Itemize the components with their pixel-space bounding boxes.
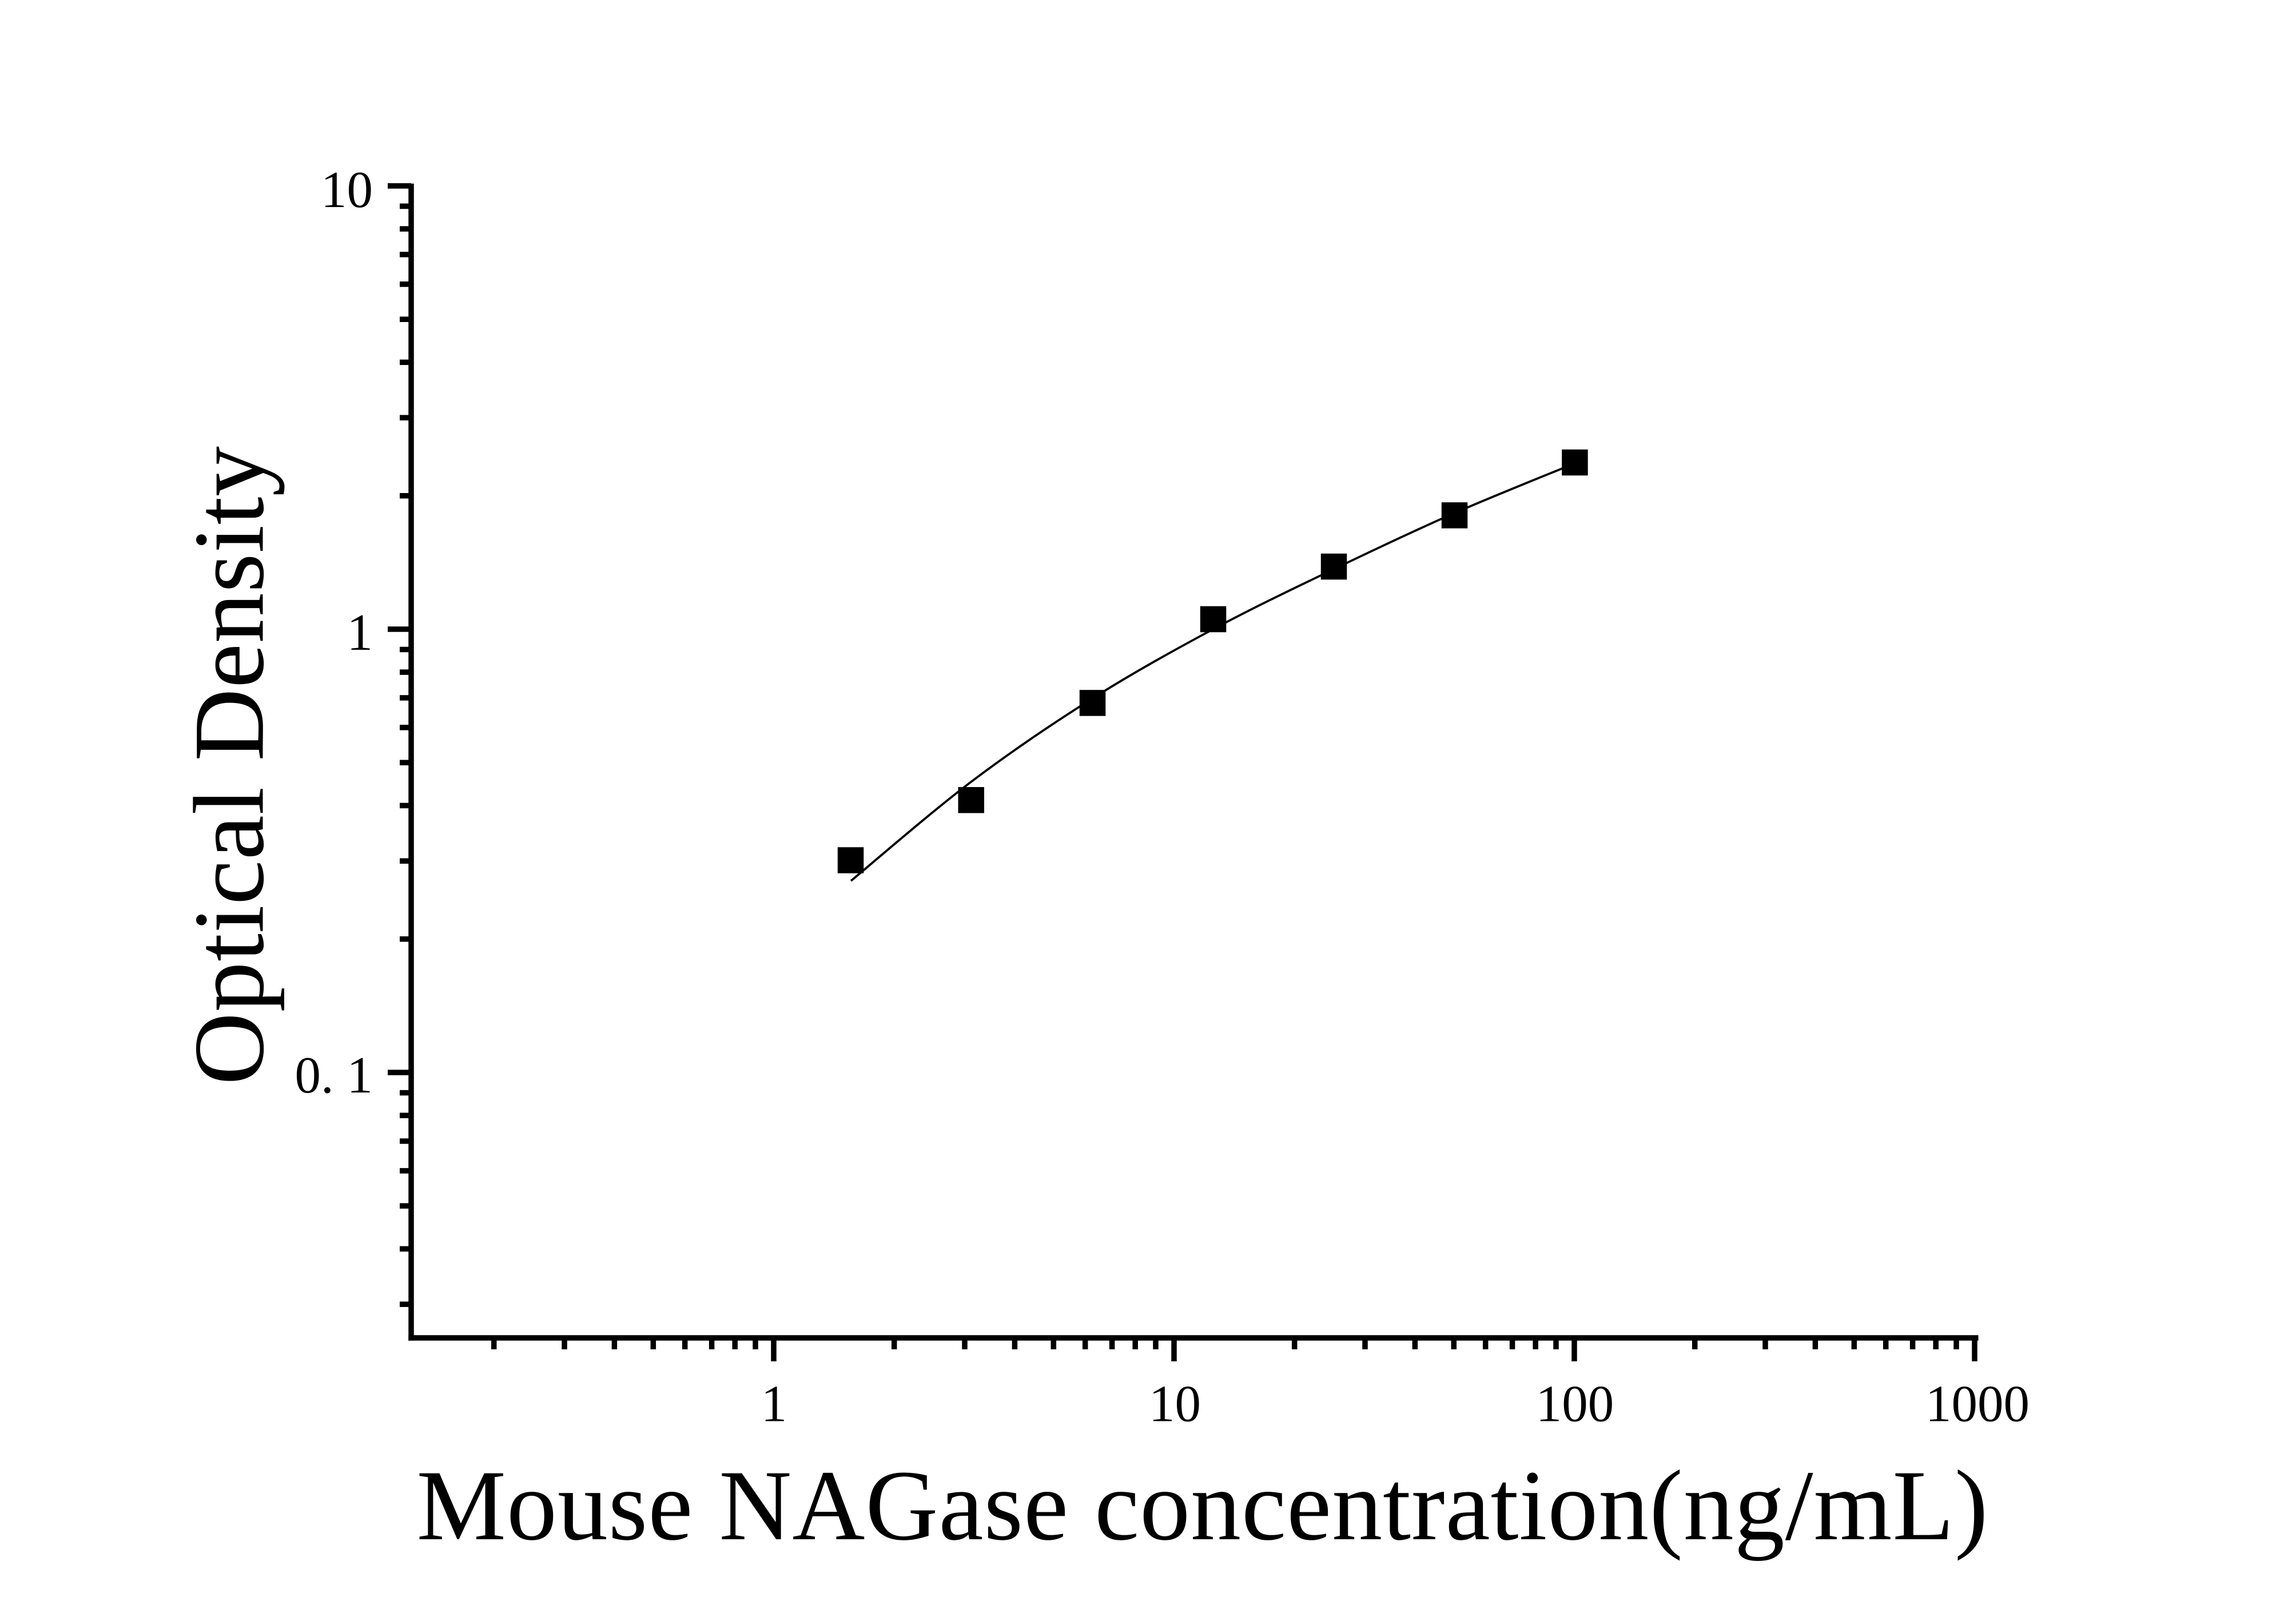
svg-text:1: 1 (347, 603, 373, 661)
svg-text:0. 1: 0. 1 (295, 1046, 373, 1104)
svg-text:1: 1 (761, 1375, 787, 1433)
svg-text:100: 100 (1536, 1375, 1614, 1433)
svg-text:1000: 1000 (1925, 1375, 2030, 1433)
svg-text:10: 10 (321, 161, 373, 218)
svg-text:10: 10 (1149, 1375, 1201, 1433)
svg-text:Optical Density: Optical Density (174, 446, 285, 1085)
svg-text:Mouse NAGase concentration(ng/: Mouse NAGase concentration(ng/mL) (417, 1450, 1988, 1562)
